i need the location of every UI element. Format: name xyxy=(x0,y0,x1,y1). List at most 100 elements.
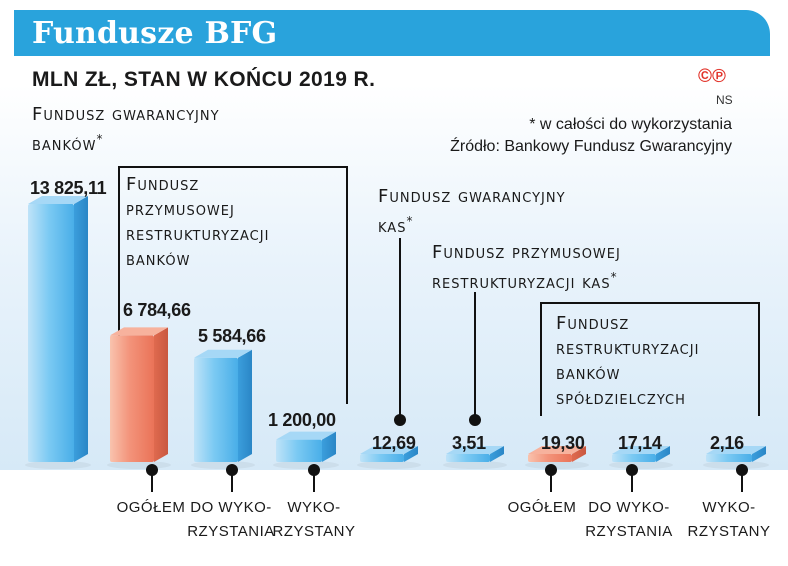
bar-shadow xyxy=(25,461,91,469)
value-label: 1 200,00 xyxy=(268,410,336,430)
bracket-fprb xyxy=(118,166,348,404)
bar xyxy=(191,349,255,469)
group-label-fprk-line1: Fundusz przymusowej xyxy=(432,242,621,263)
bar-front xyxy=(360,454,404,462)
value-label: 2,16 xyxy=(710,433,744,453)
category-label-line: RZYSTANY xyxy=(687,523,771,540)
value-label: 12,69 xyxy=(372,433,416,453)
chart-title: Fundusze BFG xyxy=(32,16,278,51)
bar-top xyxy=(276,431,336,440)
bar-top xyxy=(528,446,586,454)
footnote: * w całości do wykorzystania xyxy=(529,116,732,133)
category-label-wykorzystany: WYKO- RZYSTANY xyxy=(684,496,774,544)
bar-front xyxy=(446,454,490,462)
category-label-wykorzystany: WYKO- RZYSTANY xyxy=(268,496,360,544)
group-label-fgb-line1: Fundusz gwarancyjny xyxy=(32,104,220,125)
category-tick xyxy=(550,470,552,492)
bar-front xyxy=(706,454,752,462)
bar-shadow xyxy=(609,461,673,469)
category-label-ogolem: OGÓŁEM xyxy=(116,499,186,516)
bar-front xyxy=(612,454,656,462)
bar-shadow xyxy=(191,461,255,469)
bar-top xyxy=(612,446,670,454)
leader-dot-fgk xyxy=(394,414,406,426)
category-label-line: WYKO- xyxy=(287,499,341,516)
bar-shadow xyxy=(525,461,589,469)
group-label-fgk-line2: kas xyxy=(378,216,407,237)
chart-subtitle: MLN ZŁ, STAN W KOŃCU 2019 R. xyxy=(32,68,376,91)
value-label: 3,51 xyxy=(452,433,486,453)
bar-side xyxy=(154,327,168,462)
bar-top xyxy=(110,327,168,336)
value-label: 19,30 xyxy=(541,433,585,453)
category-label-line: DO WYKO- xyxy=(588,499,670,516)
value-label: 5 584,66 xyxy=(198,326,266,346)
group-label-fprb-line4: banków xyxy=(126,249,191,270)
bar xyxy=(609,446,673,469)
group-label-fprb-line2: przymusowej xyxy=(126,199,235,220)
group-label-fgb: Fundusz gwarancyjny banków* xyxy=(32,102,220,157)
group-label-frbs-line1: Fundusz xyxy=(556,313,630,334)
bar-top xyxy=(360,446,418,454)
bar-top xyxy=(446,446,504,454)
bar xyxy=(107,327,171,469)
category-label-line: RZYSTANIA xyxy=(187,523,275,540)
group-label-fgk-line1: Fundusz gwarancyjny xyxy=(378,186,566,207)
bar-front xyxy=(28,204,74,462)
category-label-do-wykorzystania: DO WYKO- RZYSTANIA xyxy=(574,496,684,544)
category-tick xyxy=(231,470,233,492)
leader-line-fprk xyxy=(474,292,476,416)
bar-side xyxy=(656,446,670,462)
value-label: 6 784,66 xyxy=(123,300,191,320)
group-label-fprk-line2: restrukturyzacji kas xyxy=(432,272,611,293)
bracket-frbs xyxy=(540,302,760,416)
category-label-ogolem: OGÓŁEM xyxy=(507,499,577,516)
group-label-fgk: Fundusz gwarancyjny kas* xyxy=(378,184,566,239)
group-label-fprb-line3: restrukturyzacji xyxy=(126,224,270,245)
group-label-fprk: Fundusz przymusowej restrukturyzacji kas… xyxy=(432,240,621,295)
bar-side xyxy=(752,446,766,462)
bar xyxy=(525,446,589,469)
group-label-frbs: Fundusz restrukturyzacji banków spółdzie… xyxy=(556,311,699,411)
author-initials: NS xyxy=(716,93,733,107)
title-bar xyxy=(14,10,770,56)
leader-dot-fprk xyxy=(469,414,481,426)
bar-side xyxy=(490,446,504,462)
category-label-line: WYKO- xyxy=(702,499,756,516)
bar-front xyxy=(194,357,238,462)
category-label-line: DO WYKO- xyxy=(190,499,272,516)
bar-side xyxy=(572,446,586,462)
group-label-frbs-line4: spółdzielczych xyxy=(556,388,686,409)
bar-side xyxy=(404,446,418,462)
group-label-frbs-line3: banków xyxy=(556,363,621,384)
bar-shadow xyxy=(273,461,339,469)
source-note: Źródło: Bankowy Fundusz Gwarancyjny xyxy=(450,138,732,155)
bar xyxy=(273,431,339,469)
value-label: 13 825,11 xyxy=(30,178,107,198)
bar-shadow xyxy=(443,461,507,469)
footnote-star: * xyxy=(610,270,618,284)
leader-line-fgk xyxy=(399,238,401,416)
bar-shadow xyxy=(703,461,769,469)
copyright-logo-icon: ©℗ xyxy=(698,66,726,87)
group-label-fprb: Fundusz przymusowej restrukturyzacji ban… xyxy=(126,172,269,272)
bar-top xyxy=(194,349,252,358)
bar-top xyxy=(706,446,766,454)
group-label-frbs-line2: restrukturyzacji xyxy=(556,338,700,359)
bar-side xyxy=(74,196,88,462)
bar-shadow xyxy=(107,461,171,469)
group-label-fprb-line1: Fundusz xyxy=(126,174,200,195)
bar xyxy=(25,196,91,469)
category-label-line: RZYSTANIA xyxy=(585,523,673,540)
bar xyxy=(703,446,769,469)
footnote-star: * xyxy=(96,132,104,146)
category-label-do-wykorzystania: DO WYKO- RZYSTANIA xyxy=(178,496,284,544)
group-label-fgb-line2: banków xyxy=(32,134,97,155)
bar-side xyxy=(238,349,252,462)
bar-top xyxy=(28,196,88,204)
bar-front xyxy=(110,335,154,462)
category-tick xyxy=(313,470,315,492)
bar xyxy=(357,446,421,469)
category-tick xyxy=(151,470,153,492)
